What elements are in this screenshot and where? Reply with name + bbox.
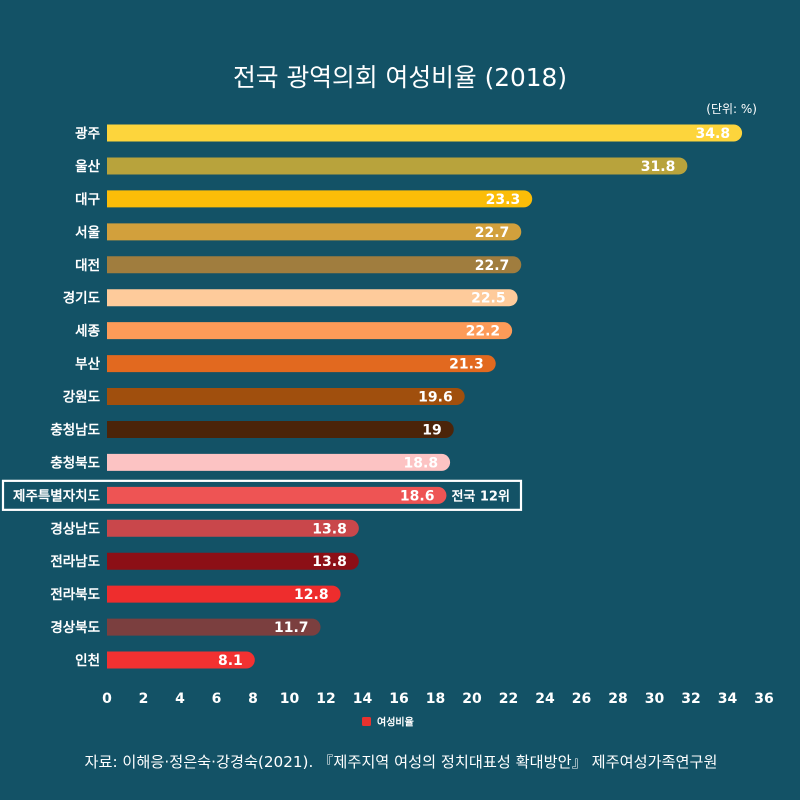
x-tick-label-9: 18 xyxy=(426,691,445,707)
bar-8 xyxy=(107,388,465,406)
value-label-0: 34.8 xyxy=(696,126,731,142)
x-tick-label-16: 32 xyxy=(681,691,700,707)
category-label-2: 대구 xyxy=(75,192,100,208)
bar-7 xyxy=(107,355,496,373)
category-label-16: 인천 xyxy=(75,652,100,669)
value-label-9: 19 xyxy=(422,422,441,438)
source-note: 자료: 이해응·정은숙·강경숙(2021). 『제주지역 여성의 정치대표성 확… xyxy=(85,753,718,771)
category-label-4: 대전 xyxy=(75,257,100,274)
bars-group: 광주 34.8 울산 31.8 대구 23.3 서울 22.7 대전 22.7 경기도 22.5 세종 2… xyxy=(1,124,743,669)
value-label-4: 22.7 xyxy=(475,258,510,274)
value-label-5: 22.5 xyxy=(471,291,506,307)
bar-16 xyxy=(107,651,255,669)
x-tick-label-10: 20 xyxy=(462,691,482,707)
value-label-7: 21.3 xyxy=(449,357,484,373)
category-label-13: 전라남도 xyxy=(50,553,100,570)
bar-13 xyxy=(107,552,359,570)
bar-11 xyxy=(107,486,447,504)
value-label-16: 8.1 xyxy=(218,653,243,669)
legend: 여성비율 xyxy=(362,716,414,729)
x-tick-label-18: 36 xyxy=(754,691,773,707)
x-tick-label-13: 26 xyxy=(572,691,591,707)
chart-title: 전국 광역의회 여성비율 (2018) xyxy=(233,63,567,92)
value-label-8: 19.6 xyxy=(418,390,453,406)
value-label-13: 13.8 xyxy=(312,554,347,570)
x-tick-label-5: 10 xyxy=(280,691,300,707)
category-label-0: 광주 xyxy=(75,125,100,142)
x-tick-label-8: 16 xyxy=(389,691,408,707)
x-tick-label-2: 4 xyxy=(175,691,185,707)
bar-6 xyxy=(107,322,513,340)
bar-10 xyxy=(107,453,451,471)
category-label-12: 경상남도 xyxy=(50,520,100,537)
category-label-11: 제주특별자치도 xyxy=(13,488,101,504)
x-axis: 0 2 4 6 8 10 12 14 16 18 20 22 24 26 28 30 32 34 36 xyxy=(102,691,774,707)
x-tick-label-1: 2 xyxy=(139,691,149,707)
category-label-1: 울산 xyxy=(75,158,100,175)
bar-12 xyxy=(107,519,359,537)
value-label-11: 18.6 xyxy=(400,488,435,504)
bar-9 xyxy=(107,420,454,438)
value-label-1: 31.8 xyxy=(641,159,676,175)
category-label-15: 경상북도 xyxy=(50,619,100,636)
bar-3 xyxy=(107,223,522,241)
bar-15 xyxy=(107,618,321,636)
value-label-12: 13.8 xyxy=(312,521,347,537)
category-label-5: 경기도 xyxy=(63,290,101,307)
bar-2 xyxy=(107,190,533,208)
category-label-7: 부산 xyxy=(75,356,100,373)
bar-14 xyxy=(107,585,341,603)
legend-label: 여성비율 xyxy=(377,716,414,729)
x-tick-label-3: 6 xyxy=(212,691,222,707)
value-label-2: 23.3 xyxy=(486,192,521,208)
bar-1 xyxy=(107,157,688,175)
x-tick-label-0: 0 xyxy=(102,691,112,707)
highlight-box xyxy=(1,479,523,511)
unit-label: (단위: %) xyxy=(706,102,757,116)
bar-4 xyxy=(107,256,522,274)
category-label-9: 충청남도 xyxy=(50,421,100,438)
value-label-14: 12.8 xyxy=(294,587,329,603)
x-tick-label-14: 28 xyxy=(608,691,627,707)
category-label-8: 강원도 xyxy=(63,389,101,406)
legend-swatch xyxy=(362,717,371,726)
x-tick-label-7: 14 xyxy=(353,691,373,707)
bar-5 xyxy=(107,289,518,307)
bar-0 xyxy=(107,124,743,142)
value-label-10: 18.8 xyxy=(404,455,439,471)
value-label-3: 22.7 xyxy=(475,225,510,241)
value-label-6: 22.2 xyxy=(466,324,501,340)
value-label-15: 11.7 xyxy=(274,620,309,636)
category-label-6: 세종 xyxy=(75,324,100,340)
highlight-annotation: 전국 12위 xyxy=(451,488,510,504)
x-tick-label-4: 8 xyxy=(248,691,258,707)
x-tick-label-15: 30 xyxy=(645,691,665,707)
x-tick-label-11: 22 xyxy=(499,691,518,707)
category-label-14: 전라북도 xyxy=(50,586,100,603)
x-tick-label-6: 12 xyxy=(316,691,335,707)
x-tick-label-12: 24 xyxy=(535,691,555,707)
x-tick-label-17: 34 xyxy=(718,691,738,707)
category-label-3: 서울 xyxy=(75,224,100,241)
category-label-10: 충청북도 xyxy=(50,455,100,471)
